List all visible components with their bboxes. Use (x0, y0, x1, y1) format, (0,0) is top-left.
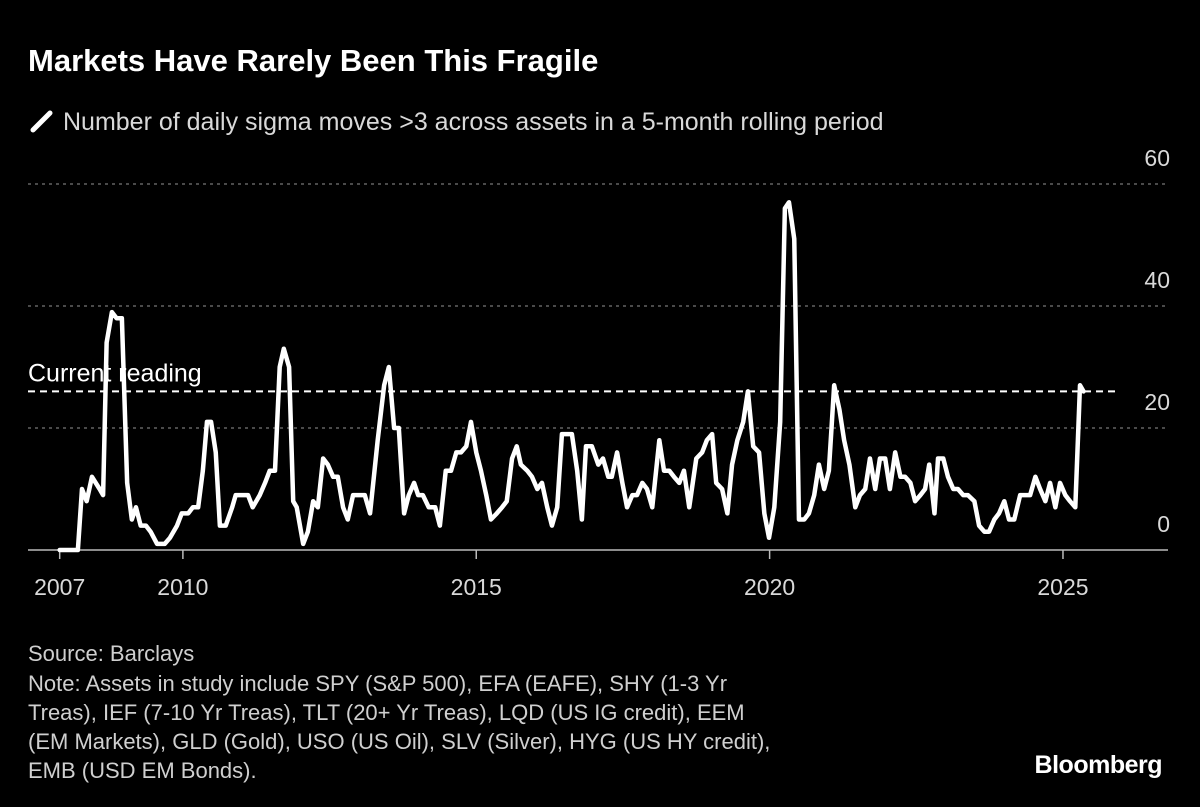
reference-label: Current reading (28, 359, 202, 387)
y-tick-label: 40 (1144, 267, 1170, 293)
legend-label: Number of daily sigma moves >3 across as… (63, 108, 884, 136)
y-tick-label: 60 (1144, 145, 1170, 171)
note-line: Treas), IEF (7-10 Yr Treas), TLT (20+ Yr… (28, 700, 745, 725)
x-tick-label: 2020 (744, 574, 795, 600)
brand-logo: Bloomberg (1035, 751, 1162, 779)
source: Source: Barclays (28, 641, 194, 666)
x-tick-label: 2025 (1037, 574, 1088, 600)
data-line (57, 200, 1086, 553)
note-line: EMB (USD EM Bonds). (28, 758, 257, 783)
y-tick-label: 20 (1144, 389, 1170, 415)
x-tick-label: 2007 (34, 574, 85, 600)
legend-icon (30, 110, 53, 133)
note-line: (EM Markets), GLD (Gold), USO (US Oil), … (28, 729, 770, 754)
y-tick-label: 0 (1157, 511, 1170, 537)
note-line: Note: Assets in study include SPY (S&P 5… (28, 671, 727, 696)
x-tick-label: 2015 (451, 574, 502, 600)
x-tick-label: 2010 (157, 574, 208, 600)
chart-title: Markets Have Rarely Been This Fragile (28, 43, 598, 78)
